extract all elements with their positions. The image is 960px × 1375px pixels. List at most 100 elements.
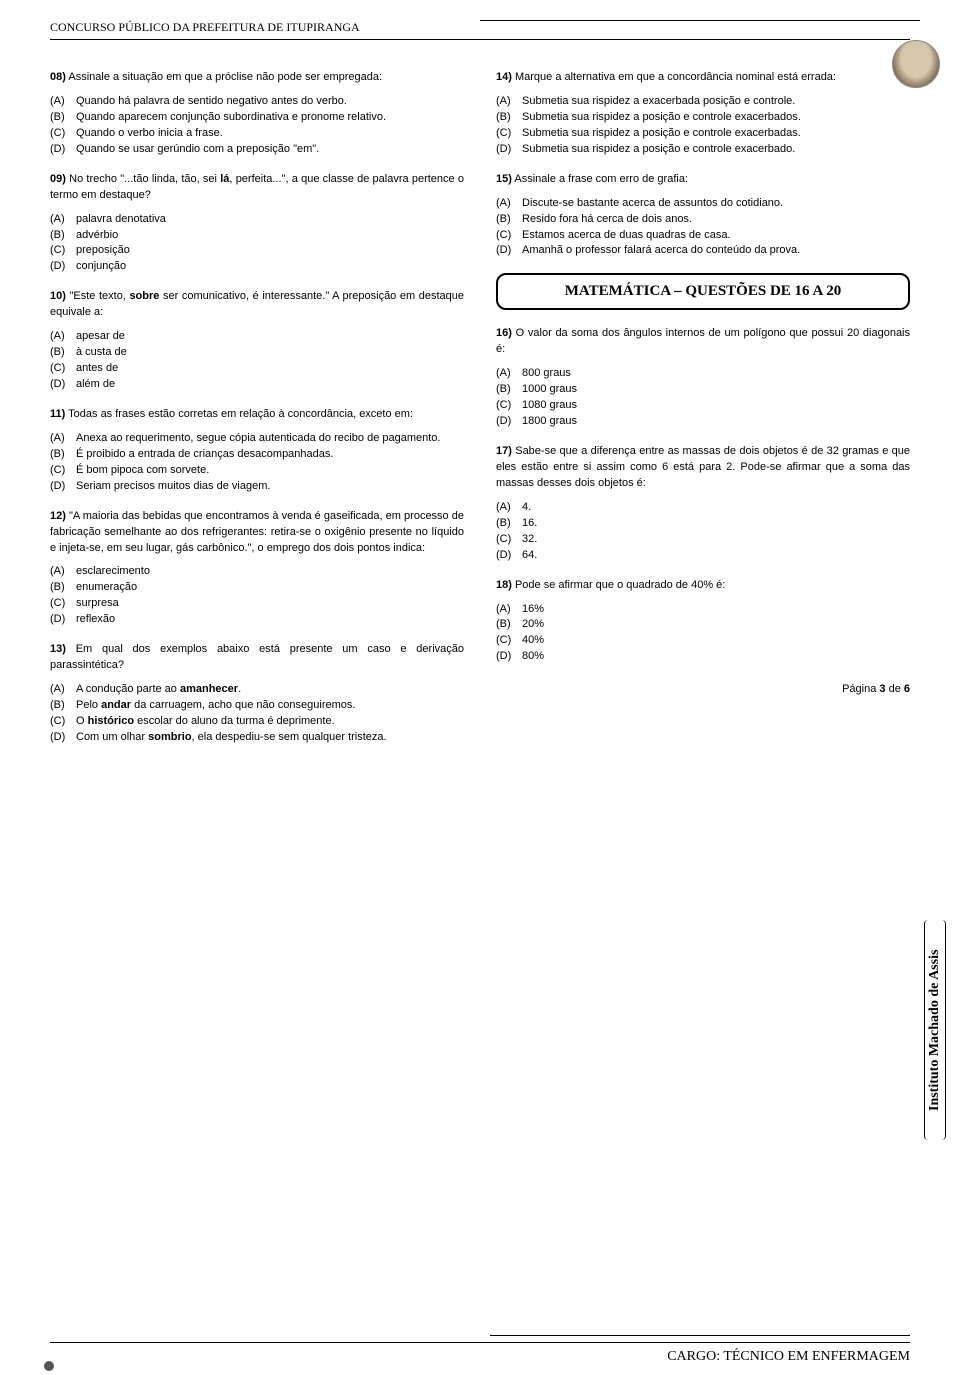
opt-text: 32.: [522, 532, 910, 548]
q16-num: 16): [496, 327, 512, 339]
q14-opt-b: (B)Submetia sua rispidez a posição e con…: [496, 110, 910, 126]
question-18: 18) Pode se afirmar que o quadrado de 40…: [496, 578, 910, 666]
q18-opt-b: (B)20%: [496, 617, 910, 633]
q13-opt-c: (C)O histórico escolar do aluno da turma…: [50, 714, 464, 730]
opt-text: esclarecimento: [76, 564, 464, 580]
opt-text: surpresa: [76, 596, 464, 612]
q11-opt-d: (D)Seriam precisos muitos dias de viagem…: [50, 479, 464, 495]
opt-label: (C): [496, 126, 518, 142]
opt-label: (C): [496, 532, 518, 548]
opt-label: (A): [50, 329, 72, 345]
q16-opt-a: (A)800 graus: [496, 366, 910, 382]
portrait-icon: [892, 40, 940, 88]
opt-label: (D): [496, 243, 518, 259]
opt-label: (C): [50, 361, 72, 377]
q17-opt-c: (C)32.: [496, 532, 910, 548]
q08-num: 08): [50, 71, 66, 83]
q08-opt-d: (D)Quando se usar gerúndio com a preposi…: [50, 142, 464, 158]
q12-opt-a: (A)esclarecimento: [50, 564, 464, 580]
opt-text: conjunção: [76, 259, 464, 275]
opt-label: (C): [50, 596, 72, 612]
q16-opt-d: (D)1800 graus: [496, 414, 910, 430]
q17-stem-text: Sabe-se que a diferença entre as massas …: [496, 445, 910, 489]
q12-opt-c: (C)surpresa: [50, 596, 464, 612]
page: CONCURSO PÚBLICO DA PREFEITURA DE ITUPIR…: [0, 0, 960, 1375]
q10-num: 10): [50, 290, 66, 302]
opt-label: (C): [50, 126, 72, 142]
opt-text: Quando o verbo inicia a frase.: [76, 126, 464, 142]
opt-label: (C): [496, 228, 518, 244]
q12-opt-b: (B)enumeração: [50, 580, 464, 596]
question-08: 08) Assinale a situação em que a próclis…: [50, 70, 464, 158]
opt-text: Quando aparecem conjunção subordinativa …: [76, 110, 464, 126]
opt-label: (C): [50, 714, 72, 730]
q17-opt-a: (A)4.: [496, 500, 910, 516]
opt-text: 16%: [522, 602, 910, 618]
page-footer: CARGO: TÉCNICO EM ENFERMAGEM: [50, 1342, 910, 1365]
q11-opt-a: (A)Anexa ao requerimento, segue cópia au…: [50, 431, 464, 447]
opt-label: (A): [50, 94, 72, 110]
opt-label: (B): [50, 447, 72, 463]
opt-label: (D): [496, 649, 518, 665]
q16-stem-text: O valor da soma dos ângulos internos de …: [496, 327, 910, 355]
header-title: CONCURSO PÚBLICO DA PREFEITURA DE ITUPIR…: [50, 20, 910, 35]
opt-text: Amanhã o professor falará acerca do cont…: [522, 243, 910, 259]
q08-opt-b: (B)Quando aparecem conjunção subordinati…: [50, 110, 464, 126]
q14-opt-c: (C)Submetia sua rispidez a posição e con…: [496, 126, 910, 142]
question-13: 13) Em qual dos exemplos abaixo está pre…: [50, 642, 464, 746]
opt-text: Quando se usar gerúndio com a preposição…: [76, 142, 464, 158]
opt-text: palavra denotativa: [76, 212, 464, 228]
question-11: 11) Todas as frases estão corretas em re…: [50, 407, 464, 495]
q17-stem: 17) Sabe-se que a diferença entre as mas…: [496, 444, 910, 492]
q13-opt-d: (D)Com um olhar sombrio, ela despediu-se…: [50, 730, 464, 746]
q09-opt-d: (D)conjunção: [50, 259, 464, 275]
page-number: Página 3 de 6: [496, 683, 910, 695]
q12-stem: 12) "A maioria das bebidas que encontram…: [50, 509, 464, 557]
q15-stem: 15) Assinale a frase com erro de grafia:: [496, 172, 910, 188]
opt-text: A condução parte ao amanhecer.: [76, 682, 464, 698]
q18-opt-d: (D)80%: [496, 649, 910, 665]
q18-num: 18): [496, 579, 512, 591]
q16-opt-b: (B)1000 graus: [496, 382, 910, 398]
q18-stem-text: Pode se afirmar que o quadrado de 40% é:: [512, 579, 725, 591]
q09-stem: 09) No trecho "...tão linda, tão, sei lá…: [50, 172, 464, 204]
opt-text: É proibido a entrada de crianças desacom…: [76, 447, 464, 463]
q11-opt-c: (C)É bom pipoca com sorvete.: [50, 463, 464, 479]
q18-stem: 18) Pode se afirmar que o quadrado de 40…: [496, 578, 910, 594]
opt-label: (A): [50, 564, 72, 580]
opt-label: (C): [50, 463, 72, 479]
q13-opt-b: (B)Pelo andar da carruagem, acho que não…: [50, 698, 464, 714]
q15-stem-text: Assinale a frase com erro de grafia:: [512, 173, 688, 185]
question-15: 15) Assinale a frase com erro de grafia:…: [496, 172, 910, 260]
q14-opt-d: (D)Submetia sua rispidez a posição e con…: [496, 142, 910, 158]
q15-opt-a: (A)Discute-se bastante acerca de assunto…: [496, 196, 910, 212]
header-rule: [480, 20, 920, 21]
opt-label: (A): [496, 196, 518, 212]
q13-stem-text: Em qual dos exemplos abaixo está present…: [50, 643, 464, 671]
opt-text: apesar de: [76, 329, 464, 345]
opt-text: antes de: [76, 361, 464, 377]
q15-opt-d: (D)Amanhã o professor falará acerca do c…: [496, 243, 910, 259]
opt-label: (B): [496, 516, 518, 532]
opt-label: (D): [50, 612, 72, 628]
q11-stem-text: Todas as frases estão corretas em relaçã…: [65, 408, 413, 420]
opt-text: Submetia sua rispidez a posição e contro…: [522, 126, 910, 142]
opt-text: Anexa ao requerimento, segue cópia auten…: [76, 431, 464, 447]
opt-text: Submetia sua rispidez a posição e contro…: [522, 142, 910, 158]
opt-label: (A): [496, 500, 518, 516]
opt-label: (A): [496, 602, 518, 618]
opt-text: Resido fora há cerca de dois anos.: [522, 212, 910, 228]
opt-label: (D): [50, 479, 72, 495]
opt-label: (B): [50, 110, 72, 126]
q14-num: 14): [496, 71, 512, 83]
opt-text: à custa de: [76, 345, 464, 361]
opt-label: (B): [496, 382, 518, 398]
q10-stem-bold: sobre: [129, 290, 159, 302]
opt-label: (B): [496, 212, 518, 228]
opt-label: (D): [496, 548, 518, 564]
q10-stem-a: "Este texto,: [66, 290, 130, 302]
q17-opt-d: (D)64.: [496, 548, 910, 564]
q16-opt-c: (C)1080 graus: [496, 398, 910, 414]
q09-opt-a: (A)palavra denotativa: [50, 212, 464, 228]
opt-text: Com um olhar sombrio, ela despediu-se se…: [76, 730, 464, 746]
